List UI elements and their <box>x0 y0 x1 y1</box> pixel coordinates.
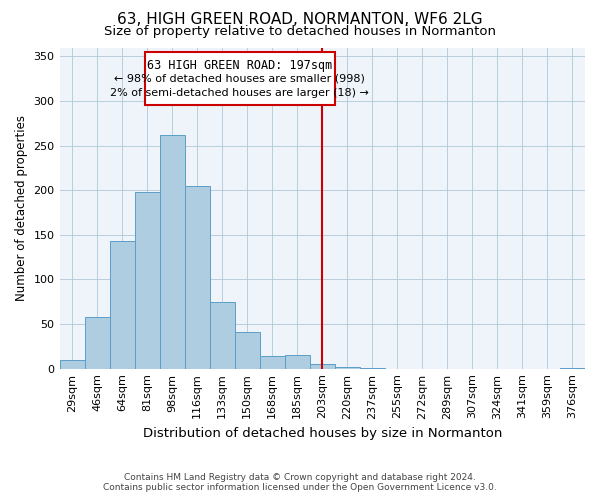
Bar <box>185 186 209 368</box>
Bar <box>59 360 85 368</box>
Text: Size of property relative to detached houses in Normanton: Size of property relative to detached ho… <box>104 25 496 38</box>
Bar <box>134 192 160 368</box>
Text: 63, HIGH GREEN ROAD, NORMANTON, WF6 2LG: 63, HIGH GREEN ROAD, NORMANTON, WF6 2LG <box>117 12 483 28</box>
Bar <box>335 367 360 368</box>
Text: 63 HIGH GREEN ROAD: 197sqm: 63 HIGH GREEN ROAD: 197sqm <box>147 59 332 72</box>
Bar <box>285 356 310 368</box>
Text: 2% of semi-detached houses are larger (18) →: 2% of semi-detached houses are larger (1… <box>110 88 369 98</box>
Bar <box>110 241 134 368</box>
Bar <box>235 332 260 368</box>
Bar <box>310 364 335 368</box>
Bar <box>85 317 110 368</box>
Bar <box>160 135 185 368</box>
X-axis label: Distribution of detached houses by size in Normanton: Distribution of detached houses by size … <box>143 427 502 440</box>
Y-axis label: Number of detached properties: Number of detached properties <box>15 115 28 301</box>
Bar <box>209 302 235 368</box>
Text: Contains HM Land Registry data © Crown copyright and database right 2024.
Contai: Contains HM Land Registry data © Crown c… <box>103 473 497 492</box>
FancyBboxPatch shape <box>145 52 335 106</box>
Bar <box>260 356 285 368</box>
Text: ← 98% of detached houses are smaller (998): ← 98% of detached houses are smaller (99… <box>114 74 365 84</box>
